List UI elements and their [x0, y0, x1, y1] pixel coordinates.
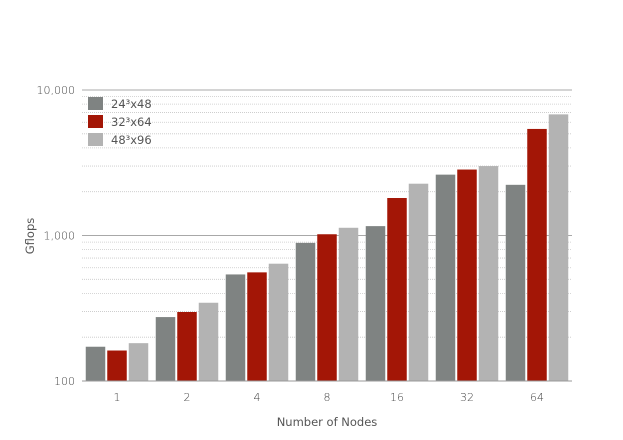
bar — [268, 263, 289, 381]
legend-label: 24³x48 — [111, 97, 152, 111]
bar — [457, 169, 477, 381]
y-tick-label: 100 — [54, 375, 75, 388]
legend: 24³x48 32³x64 48³x96 — [88, 97, 152, 147]
bar — [177, 312, 197, 381]
bar — [247, 272, 267, 381]
legend-label: 48³x96 — [111, 133, 152, 147]
legend-swatch — [88, 133, 103, 146]
bar — [435, 174, 456, 381]
x-tick-label: 16 — [390, 391, 404, 404]
y-tick-labels: 100 1,000 10,000 — [37, 84, 76, 388]
legend-swatch — [88, 115, 103, 128]
bar — [548, 114, 569, 381]
bar — [85, 346, 106, 381]
legend-label: 32³x64 — [111, 115, 152, 129]
bar — [155, 317, 176, 381]
x-tick-labels: 1 2 4 8 16 32 64 — [114, 391, 545, 404]
bar — [338, 227, 359, 381]
y-axis-title: Gflops — [23, 218, 37, 254]
bar — [317, 234, 337, 381]
x-tick-label: 64 — [530, 391, 544, 404]
x-tick-label: 32 — [460, 391, 474, 404]
bar — [505, 184, 526, 381]
x-tick-label: 1 — [114, 391, 121, 404]
bar — [408, 183, 429, 381]
bars — [85, 114, 569, 381]
bar — [198, 302, 219, 381]
y-tick-label: 10,000 — [37, 84, 76, 97]
bar — [128, 343, 149, 381]
bar — [225, 274, 246, 381]
bar — [387, 198, 407, 381]
x-tick-label: 8 — [324, 391, 331, 404]
bar — [527, 128, 547, 381]
bar — [295, 242, 316, 381]
x-tick-label: 4 — [254, 391, 261, 404]
legend-swatch — [88, 97, 103, 110]
y-tick-label: 1,000 — [44, 230, 76, 243]
x-tick-label: 2 — [184, 391, 191, 404]
bar — [107, 350, 127, 381]
x-axis-title: Number of Nodes — [277, 415, 378, 429]
bar — [365, 226, 386, 381]
bar — [478, 166, 499, 381]
